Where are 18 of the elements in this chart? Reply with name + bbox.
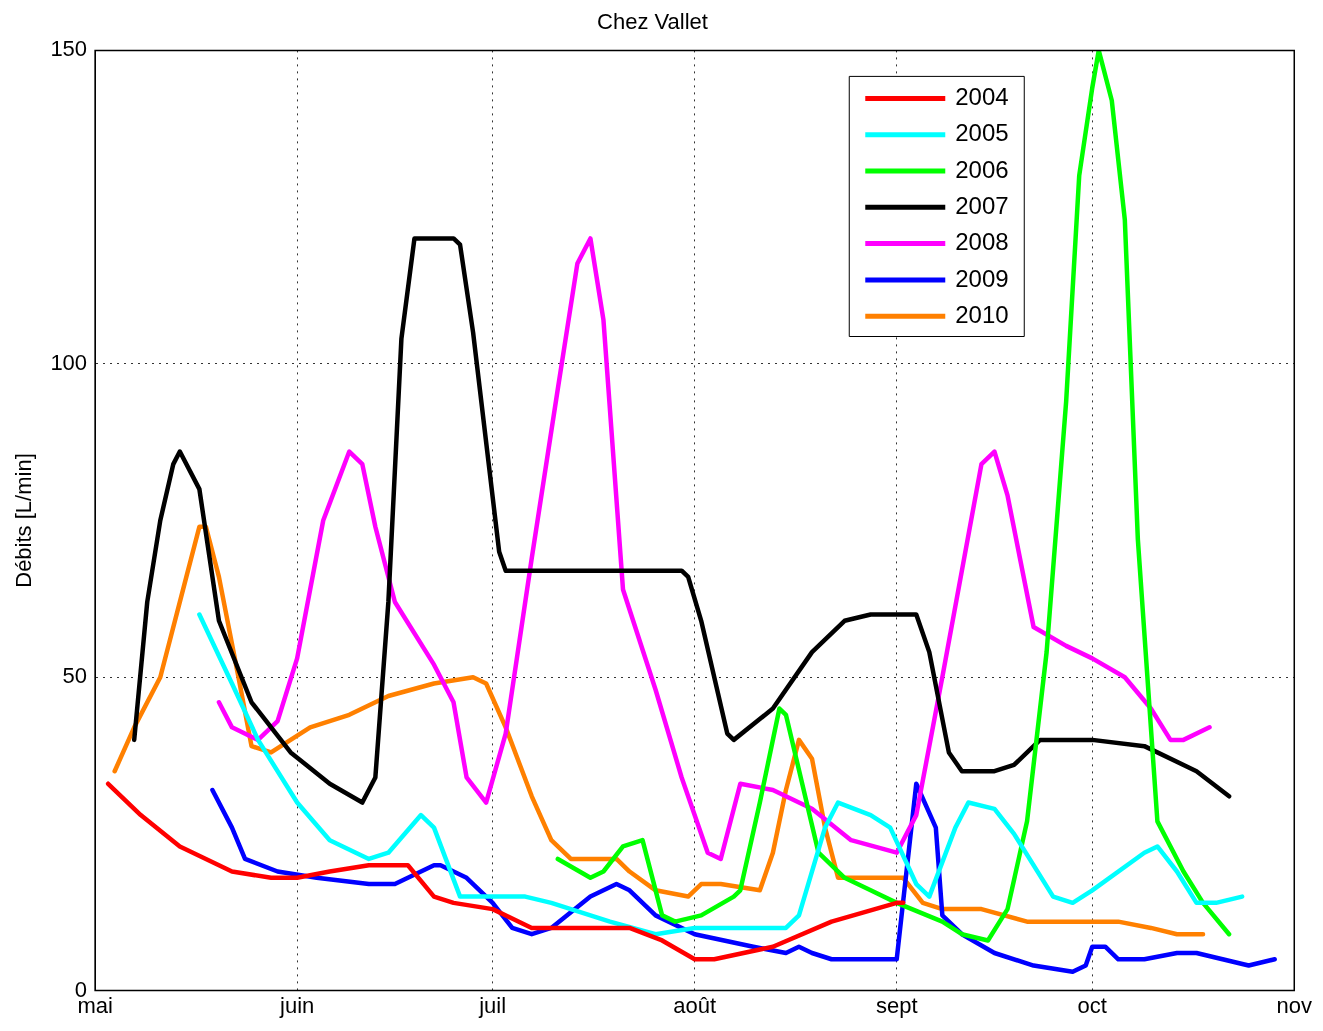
legend-label: 2009 <box>955 264 1009 292</box>
legend-label: 2007 <box>955 191 1009 219</box>
y-tick-label: 100 <box>50 349 88 375</box>
x-tick-label: juin <box>279 992 315 1018</box>
y-axis-title: Débits [L/min] <box>11 453 37 588</box>
y-tick-label: 50 <box>62 663 88 689</box>
x-tick-label: août <box>673 992 717 1018</box>
chart-title: Chez Vallet <box>597 9 708 35</box>
legend-label: 2005 <box>955 119 1009 147</box>
x-tick-label: nov <box>1276 992 1313 1018</box>
x-tick-label: oct <box>1077 992 1107 1018</box>
legend-label: 2010 <box>955 300 1009 328</box>
y-tick-label: 150 <box>50 36 88 62</box>
legend-label: 2004 <box>955 83 1009 111</box>
legend-label: 2006 <box>955 155 1009 183</box>
x-tick-label: sept <box>875 992 918 1018</box>
x-tick-label: juil <box>478 992 507 1018</box>
legend-label: 2008 <box>955 228 1009 256</box>
